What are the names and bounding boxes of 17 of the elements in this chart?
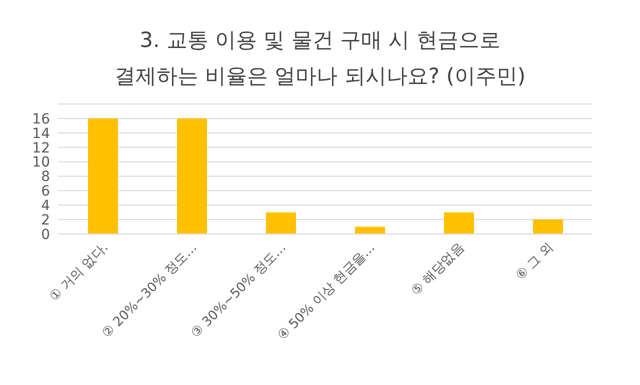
chart-title: 3. 교통 이용 및 물건 구매 시 현금으로 결제하는 비율은 얼마나 되시나요? (이주민) bbox=[113, 27, 527, 90]
bar bbox=[444, 212, 474, 234]
x-tick-label: ⑥ 그 외 bbox=[513, 240, 556, 284]
bar bbox=[88, 118, 118, 234]
y-tick-label: 8 bbox=[41, 169, 50, 186]
y-tick-label: 16 bbox=[32, 111, 50, 128]
y-tick-label: 12 bbox=[32, 140, 50, 156]
bar bbox=[266, 212, 296, 234]
y-tick-label: 2 bbox=[41, 212, 50, 229]
bar bbox=[533, 220, 563, 234]
y-tick-label: 6 bbox=[41, 184, 50, 200]
bar bbox=[355, 226, 385, 234]
y-tick-label: 10 bbox=[32, 154, 50, 171]
bar bbox=[177, 118, 207, 234]
y-tick-label: 14 bbox=[32, 126, 50, 142]
y-tick-label: 4 bbox=[41, 198, 50, 214]
y-tick-label: 0 bbox=[41, 226, 50, 243]
